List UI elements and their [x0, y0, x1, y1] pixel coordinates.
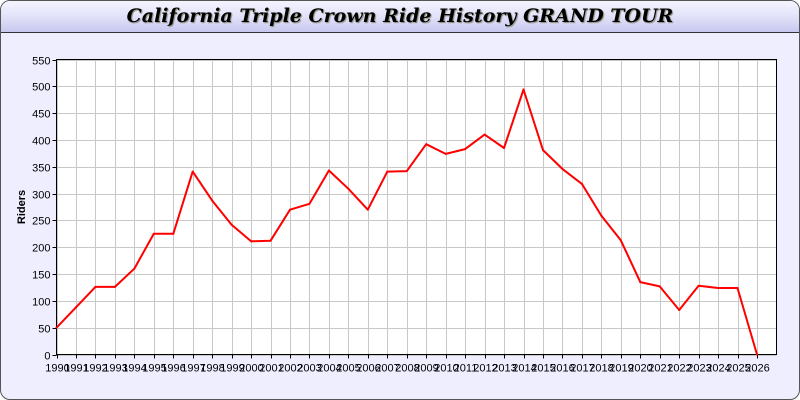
x-tick-label: 2011 — [454, 363, 478, 375]
data-point-2002 — [289, 208, 291, 211]
x-tick-label: 2015 — [531, 363, 555, 375]
data-point-2009 — [425, 143, 428, 146]
data-point-1997 — [191, 170, 194, 173]
x-tick-label: 2006 — [356, 363, 380, 375]
data-point-1992 — [94, 285, 97, 288]
plot-border — [56, 59, 777, 355]
y-tick-label: 200 — [32, 243, 50, 255]
x-axis-ticks: 1990199119921993199419951996199719981999… — [45, 354, 770, 375]
y-tick-label: 450 — [32, 109, 50, 121]
x-tick-label: 1992 — [83, 363, 107, 375]
y-tick-label: 50 — [38, 324, 50, 336]
data-point-2020 — [639, 281, 642, 284]
title-bar: California Triple Crown Ride History GRA… — [1, 1, 799, 33]
data-point-2004 — [327, 169, 330, 172]
x-tick-label: 1993 — [103, 363, 127, 375]
data-point-2005 — [347, 187, 350, 190]
data-point-1990 — [55, 326, 58, 329]
x-tick-label: 2016 — [550, 363, 574, 375]
plot-area — [56, 59, 777, 355]
y-axis-ticks: 0 50 100 150 200 250 300 350 400 450 500 550 — [32, 56, 57, 363]
data-point-2012 — [483, 133, 486, 136]
data-point-2026 — [756, 353, 758, 356]
data-point-1993 — [113, 285, 116, 288]
x-tick-label: 1995 — [142, 363, 166, 375]
x-tick-label: 1996 — [161, 363, 185, 375]
data-point-2010 — [444, 152, 447, 155]
data-point-1994 — [133, 267, 136, 270]
y-tick-label: 0 — [44, 351, 50, 363]
data-point-2014 — [522, 88, 525, 91]
data-point-2011 — [464, 148, 467, 151]
data-point-2007 — [386, 170, 389, 173]
data-point-2023 — [697, 284, 700, 287]
x-tick-label: 2005 — [336, 363, 360, 375]
x-tick-label: 2004 — [317, 363, 341, 375]
x-tick-label: 2017 — [570, 363, 594, 375]
data-point-1995 — [152, 232, 155, 235]
data-point-2013 — [503, 147, 506, 149]
y-tick-label: 250 — [32, 216, 50, 228]
y-tick-label: 400 — [32, 136, 50, 148]
x-tick-label: 2012 — [473, 363, 497, 375]
x-tick-label: 2018 — [589, 363, 613, 375]
data-point-2015 — [541, 149, 544, 152]
x-tick-label: 2019 — [609, 363, 633, 375]
y-tick-label: 500 — [32, 82, 50, 94]
data-point-2021 — [658, 285, 661, 288]
x-tick-label: 1991 — [64, 363, 88, 375]
data-point-2000 — [250, 240, 253, 243]
y-tick-label: 100 — [32, 297, 50, 309]
data-point-2006 — [366, 208, 369, 211]
x-tick-label: 2014 — [512, 363, 536, 375]
x-tick-label: 2022 — [667, 363, 691, 375]
x-tick-label: 2021 — [648, 363, 672, 375]
x-tick-label: 2000 — [239, 363, 263, 375]
x-tick-label: 1999 — [220, 363, 244, 375]
x-tick-label: 2003 — [297, 363, 321, 375]
data-point-2018 — [600, 214, 603, 217]
x-tick-label: 2008 — [395, 363, 419, 375]
x-tick-label: 2001 — [259, 363, 283, 375]
y-tick-label: 150 — [32, 270, 50, 282]
data-point-2025 — [736, 286, 739, 289]
y-axis-label: Riders — [16, 190, 28, 224]
x-tick-label: 2025 — [726, 363, 750, 375]
chart-title: California Triple Crown Ride History GRA… — [126, 5, 674, 27]
x-tick-label: 2007 — [375, 363, 399, 375]
x-tick-label: 2013 — [492, 363, 516, 375]
x-tick-label: 1998 — [200, 363, 224, 375]
data-point-2001 — [269, 239, 272, 242]
x-tick-label: 2020 — [628, 363, 652, 375]
y-tick-label: 300 — [32, 190, 50, 202]
data-point-2024 — [717, 286, 720, 289]
data-points — [55, 88, 758, 356]
data-point-1999 — [230, 223, 233, 226]
x-tick-label: 2023 — [687, 363, 711, 375]
y-tick-label: 550 — [32, 56, 50, 68]
data-point-2022 — [678, 308, 681, 311]
x-tick-label: 2026 — [745, 363, 769, 375]
y-tick-label: 350 — [32, 163, 50, 175]
x-tick-label: 2010 — [434, 363, 458, 375]
data-point-1991 — [74, 306, 77, 309]
data-point-2003 — [308, 202, 311, 205]
x-tick-label: 2024 — [706, 363, 730, 375]
x-tick-label: 1990 — [45, 363, 69, 375]
data-point-1996 — [172, 232, 175, 235]
x-tick-label: 2009 — [414, 363, 438, 375]
data-point-2008 — [405, 170, 408, 173]
x-tick-label: 1997 — [181, 363, 205, 375]
data-point-2017 — [580, 182, 583, 185]
data-point-1998 — [211, 199, 214, 202]
x-tick-label: 2002 — [278, 363, 302, 375]
data-point-2019 — [619, 239, 622, 242]
x-tick-label: 1994 — [122, 363, 146, 375]
data-point-2016 — [561, 167, 564, 170]
